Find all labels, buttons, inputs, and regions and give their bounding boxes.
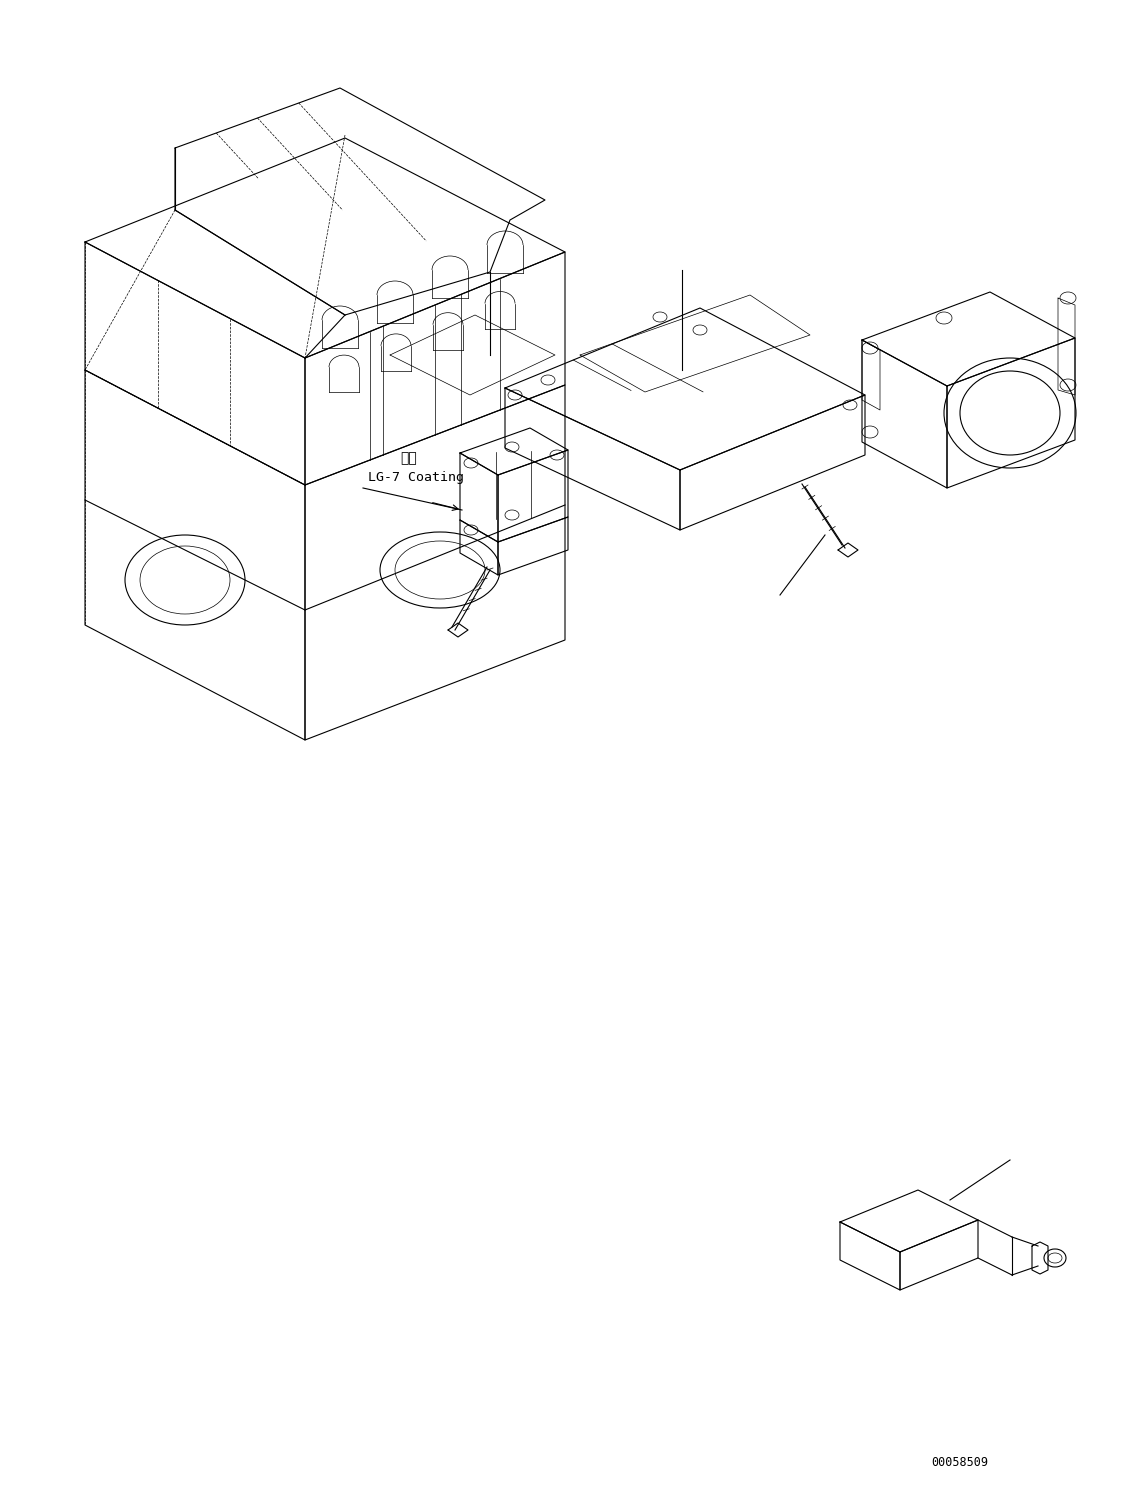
Text: 00058509: 00058509 (931, 1455, 988, 1468)
Text: 塗布: 塗布 (400, 450, 417, 465)
Text: LG-7 Coating: LG-7 Coating (368, 471, 464, 484)
